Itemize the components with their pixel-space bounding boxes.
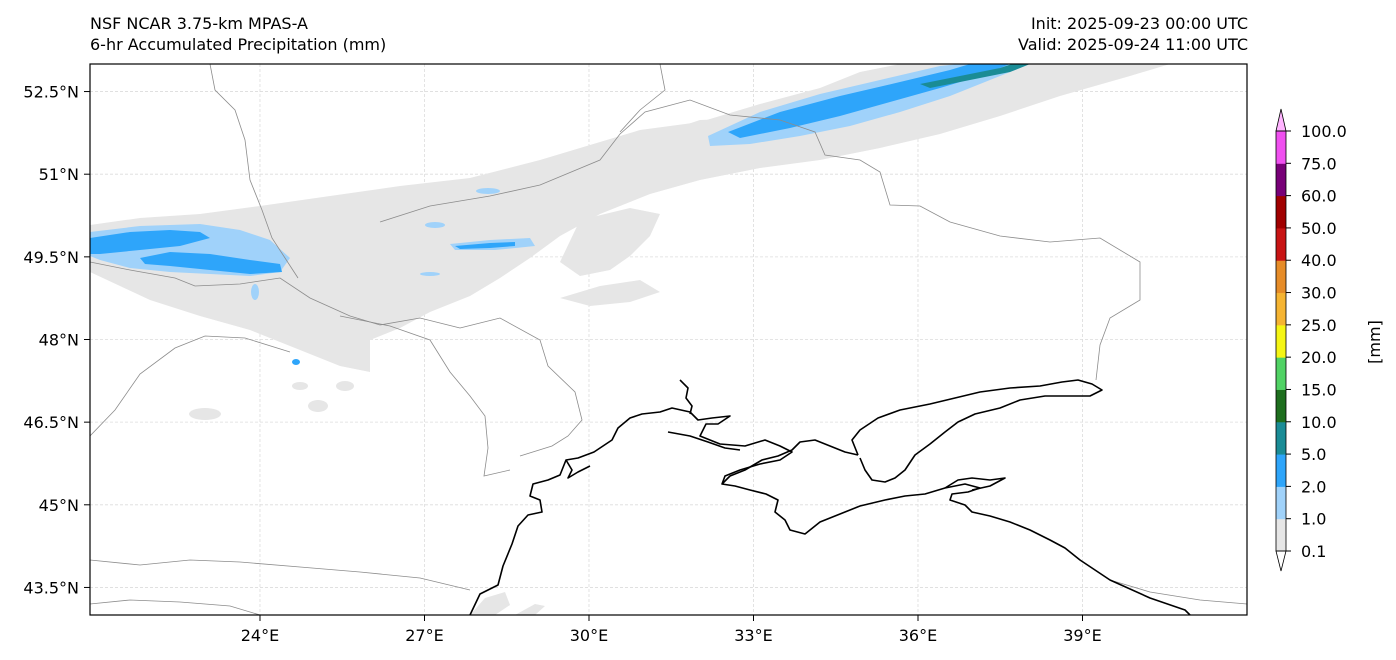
precip-area-lightblue-7 — [251, 284, 259, 300]
precip-area-grey-8 — [470, 592, 510, 615]
precip-area-grey-1 — [90, 64, 1170, 372]
border-path-6 — [379, 99, 1141, 381]
precip-area-grey-3 — [560, 280, 660, 306]
lon-tick-label-1: 27°E — [405, 626, 443, 645]
colorbar-tick-label-12: 75.0 — [1301, 154, 1337, 173]
sea-inlet-west — [565, 459, 591, 479]
lat-tick-label-1: 51°N — [39, 165, 79, 184]
precip-area-grey-6 — [292, 382, 308, 390]
colorbar-tick-label-7: 25.0 — [1301, 316, 1337, 335]
precip-area-grey-5 — [308, 400, 328, 412]
border-path-9 — [90, 599, 261, 615]
precip-area-lightblue-4 — [425, 222, 445, 228]
precip-area-blue-2 — [140, 252, 282, 274]
valid-time: Valid: 2025-09-24 11:00 UTC — [1017, 35, 1248, 54]
map-plot-area — [90, 64, 1247, 615]
border-path-4 — [339, 315, 511, 477]
colorbar-swatch-12 — [1276, 131, 1286, 164]
title-right: Init: 2025-09-23 00:00 UTC Valid: 2025-0… — [1018, 13, 1248, 55]
colorbar-swatch-7 — [1276, 292, 1286, 326]
lon-tick-label-4: 36°E — [899, 626, 937, 645]
border-path-7 — [619, 64, 666, 133]
colorbar-swatch-5 — [1276, 357, 1286, 390]
crimea-north-coast — [721, 439, 859, 485]
black-sea-west-coast — [469, 407, 1191, 615]
precip-area-blue-1 — [90, 230, 210, 254]
colorbar-tick-label-0: 0.1 — [1301, 542, 1326, 561]
colorbar-tick-label-4: 10.0 — [1301, 413, 1337, 432]
border-path-1 — [209, 64, 299, 279]
colorbar: 0.1 1.0 2.0 5.0 10.0 15.0 20.0 25.0 30.0 40.0 50.0… — [1275, 108, 1347, 572]
colorbar-swatch-1 — [1276, 486, 1286, 520]
lon-tick-label-2: 30°E — [570, 626, 608, 645]
precip-area-grey-2 — [560, 208, 660, 276]
lat-tick-label-4: 46.5°N — [23, 413, 79, 432]
colorbar-tick-label-8: 30.0 — [1301, 284, 1337, 303]
colorbar-under-extend — [1275, 550, 1287, 572]
national-borders — [90, 64, 1247, 615]
colorbar-tick-label-10: 50.0 — [1301, 219, 1337, 238]
colorbar-swatch-0 — [1276, 518, 1286, 552]
colorbar-tick-label-6: 20.0 — [1301, 348, 1337, 367]
lat-tick-label-6: 43.5°N — [23, 578, 79, 597]
precip-band-0.1 — [90, 64, 1170, 615]
colorbar-over-extend — [1275, 108, 1287, 132]
latitude-axis: 52.5°N 51°N 49.5°N 48°N 46.5°N 45°N 43.5°N — [23, 83, 90, 597]
lat-tick-label-2: 49.5°N — [23, 248, 79, 267]
precip-area-lightblue-5 — [476, 188, 500, 194]
kerch-coast — [944, 477, 1006, 491]
border-path-5 — [459, 317, 583, 457]
dnieper-estuary — [667, 431, 741, 451]
longitude-axis: 24°E 27°E 30°E 33°E 36°E 39°E — [241, 615, 1102, 645]
colorbar-tick-label-2: 2.0 — [1301, 477, 1326, 496]
coastlines — [469, 379, 1191, 615]
lon-tick-label-0: 24°E — [241, 626, 279, 645]
border-path-3 — [90, 335, 291, 437]
colorbar-swatch-2 — [1276, 454, 1286, 487]
bug-estuary — [679, 379, 693, 415]
colorbar-unit-label: [mm] — [1365, 320, 1384, 364]
lon-tick-label-5: 39°E — [1063, 626, 1101, 645]
colorbar-tick-label-9: 40.0 — [1301, 251, 1337, 270]
colorbar-tick-label-13: 100.0 — [1301, 122, 1347, 141]
precip-area-teal-1 — [920, 64, 1030, 88]
field-name: 6-hr Accumulated Precipitation (mm) — [90, 35, 387, 54]
lon-tick-label-3: 33°E — [734, 626, 772, 645]
colorbar-swatch-9 — [1276, 227, 1286, 261]
precip-area-blue-5 — [292, 359, 300, 365]
title-left: NSF NCAR 3.75-km MPAS-A 6-hr Accumulated… — [90, 13, 386, 55]
colorbar-tick-label-3: 5.0 — [1301, 445, 1326, 464]
init-time: Init: 2025-09-23 00:00 UTC — [1030, 14, 1248, 33]
azov-sea-coast — [851, 379, 1103, 483]
colorbar-frame — [1275, 130, 1287, 552]
border-path-2 — [90, 261, 461, 329]
colorbar-swatch-8 — [1276, 260, 1286, 294]
lat-tick-label-0: 52.5°N — [23, 83, 79, 102]
precip-area-blue-4 — [455, 242, 515, 249]
precip-area-grey-7 — [336, 381, 354, 391]
colorbar-tick-label-11: 60.0 — [1301, 187, 1337, 206]
model-name: NSF NCAR 3.75-km MPAS-A — [90, 14, 308, 33]
colorbar-swatch-4 — [1276, 389, 1286, 423]
colorbar-swatch-10 — [1276, 195, 1286, 229]
border-path-10 — [1109, 579, 1247, 605]
lat-tick-label-5: 45°N — [39, 496, 79, 515]
colorbar-swatch-11 — [1276, 163, 1286, 197]
colorbar-tick-label-5: 15.0 — [1301, 380, 1337, 399]
precip-area-grey-4 — [189, 408, 221, 420]
lat-tick-label-3: 48°N — [39, 331, 79, 350]
precip-area-lightblue-6 — [420, 272, 440, 276]
precip-area-grey-9 — [515, 604, 545, 615]
precip-band-5.0 — [920, 64, 1030, 88]
colorbar-swatch-6 — [1276, 324, 1286, 358]
colorbar-swatch-3 — [1276, 421, 1286, 455]
border-path-8 — [90, 559, 471, 591]
colorbar-tick-label-1: 1.0 — [1301, 510, 1326, 529]
